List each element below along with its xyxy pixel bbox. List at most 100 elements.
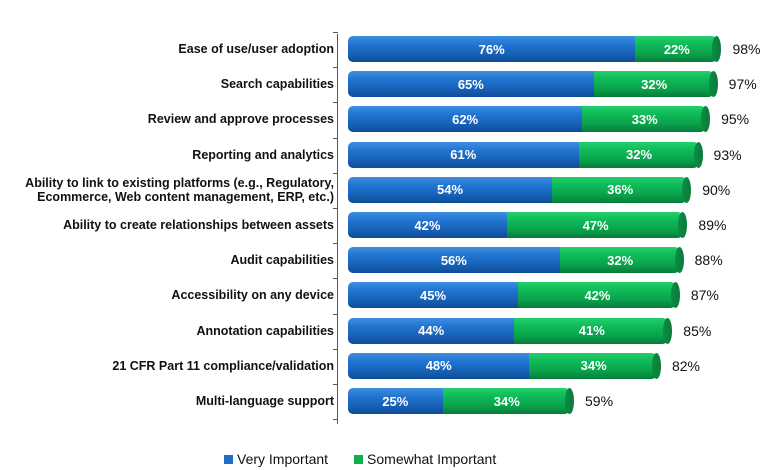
total-label: 89% (698, 217, 727, 233)
stacked-bar: 54% 36% (348, 176, 692, 203)
y-axis-line (337, 34, 338, 424)
bar-row: Search capabilities 65% 32% 97% (0, 69, 768, 99)
total-label: 85% (683, 322, 712, 339)
category-label-line1: Ability to link to existing platforms (e… (25, 175, 334, 190)
category-label: Ability to create relationships between … (0, 210, 334, 240)
value-label: 48% (425, 358, 452, 374)
category-label: Multi-language support (0, 386, 334, 416)
value-label: 36% (607, 182, 634, 198)
bar-segment-very-important: 56% (348, 247, 560, 274)
value-label: 32% (626, 147, 653, 163)
bar-segment-somewhat-important: 42% (518, 282, 680, 309)
bar-segment-very-important: 65% (348, 71, 594, 98)
legend-label: Somewhat Important (367, 451, 497, 467)
y-axis-tick (333, 384, 338, 385)
stacked-bar: 25% 34% (348, 388, 574, 414)
value-label: 34% (493, 393, 520, 409)
category-label: 21 CFR Part 11 compliance/validation (0, 351, 334, 381)
total-label: 82% (671, 357, 700, 374)
category-label-line1: Reporting and analytics (192, 147, 334, 162)
value-label: 44% (418, 323, 445, 339)
bar-row: Review and approve processes 62% 33% 95% (0, 104, 768, 134)
total-label: 98% (732, 41, 761, 57)
bar-row: Reporting and analytics 61% 32% 93% (0, 140, 768, 170)
category-label-line1: Ability to create relationships between … (63, 218, 334, 232)
bar-segment-very-important: 44% (348, 317, 515, 344)
total-label: 88% (694, 252, 723, 269)
category-label: Review and approve processes (0, 104, 334, 134)
y-axis-tick (333, 348, 338, 350)
bar-segment-somewhat-important: 41% (514, 317, 673, 344)
bar-segment-very-important: 48% (348, 352, 530, 379)
stacked-bar: 65% 32% (348, 71, 718, 98)
stacked-bar: 61% 32% (348, 141, 703, 168)
bar-row: Ease of use/user adoption 76% 22% 98% (0, 34, 768, 64)
category-label-line1: Annotation capabilities (196, 323, 334, 338)
y-axis-tick (333, 243, 338, 245)
bar-row: Annotation capabilities 44% 41% 85% (0, 316, 768, 346)
total-label: 95% (721, 111, 750, 128)
category-label-line1: Review and approve processes (147, 112, 334, 127)
value-label: 62% (452, 111, 479, 127)
legend-item-somewhat-important: Somewhat Important (354, 451, 496, 467)
stacked-bar: 45% 42% (348, 282, 680, 309)
stacked-bar: 56% 32% (348, 247, 684, 274)
bar-row: Audit capabilities 56% 32% 88% (0, 245, 768, 275)
total-label: 90% (702, 181, 731, 198)
bar-segment-somewhat-important: 34% (442, 388, 574, 414)
value-label: 32% (641, 76, 668, 92)
y-axis-tick (333, 32, 338, 33)
value-label: 42% (414, 217, 441, 233)
value-label: 61% (450, 147, 477, 163)
legend-label: Very Important (237, 451, 329, 467)
category-label: Reporting and analytics (0, 140, 334, 170)
bar-segment-somewhat-important: 32% (578, 141, 703, 168)
bar-segment-somewhat-important: 32% (559, 247, 684, 274)
stacked-bar: 42% 47% (348, 212, 688, 238)
value-label: 54% (437, 182, 464, 198)
y-axis-tick (333, 313, 338, 315)
stacked-bar: 44% 41% (348, 317, 673, 344)
bar-segment-very-important: 76% (348, 36, 636, 62)
legend: Very Important Somewhat Important (224, 451, 522, 467)
category-label-line1: Multi-language support (195, 394, 334, 408)
value-label: 42% (584, 287, 611, 303)
y-axis-tick (333, 278, 338, 280)
bar-segment-very-important: 42% (348, 212, 507, 238)
value-label: 34% (580, 358, 607, 374)
value-label: 45% (420, 287, 447, 303)
bar-segment-very-important: 45% (348, 282, 519, 309)
bar-row: Accessibility on any device 45% 42% 87% (0, 280, 768, 310)
legend-swatch-green (354, 454, 364, 464)
category-label: Search capabilities (0, 69, 334, 99)
value-label: 25% (382, 393, 409, 409)
category-label-line1: 21 CFR Part 11 compliance/validation (112, 358, 334, 373)
total-label: 97% (728, 76, 757, 93)
bar-segment-somewhat-important: 32% (593, 71, 718, 98)
value-label: 56% (440, 252, 467, 268)
total-label: 87% (690, 287, 719, 304)
category-label: Audit capabilities (0, 245, 335, 275)
bar-row: Ability to create relationships between … (0, 210, 768, 240)
y-axis-tick (333, 102, 338, 104)
bar-segment-somewhat-important: 34% (529, 352, 661, 379)
total-label: 59% (585, 393, 614, 409)
bar-segment-somewhat-important: 36% (552, 176, 692, 203)
category-label: Annotation capabilities (0, 316, 334, 346)
category-label-line1: Search capabilities (220, 77, 334, 92)
y-axis-tick (333, 67, 338, 69)
category-label: Accessibility on any device (0, 280, 334, 310)
bar-segment-very-important: 54% (348, 176, 553, 203)
stacked-bar: 62% 33% (348, 106, 710, 133)
bar-segment-very-important: 61% (348, 141, 579, 168)
y-axis-tick (333, 172, 338, 174)
category-label-line1: Ease of use/user adoption (178, 42, 334, 56)
bar-row: 21 CFR Part 11 compliance/validation 48% 3… (0, 351, 768, 381)
value-label: 47% (582, 217, 609, 233)
y-axis-tick (333, 137, 338, 139)
value-label: 76% (478, 41, 505, 57)
legend-item-very-important: Very Important (224, 451, 328, 467)
bar-segment-somewhat-important: 33% (582, 106, 710, 133)
value-label: 65% (457, 76, 484, 92)
category-label: Ease of use/user adoption (0, 34, 334, 64)
